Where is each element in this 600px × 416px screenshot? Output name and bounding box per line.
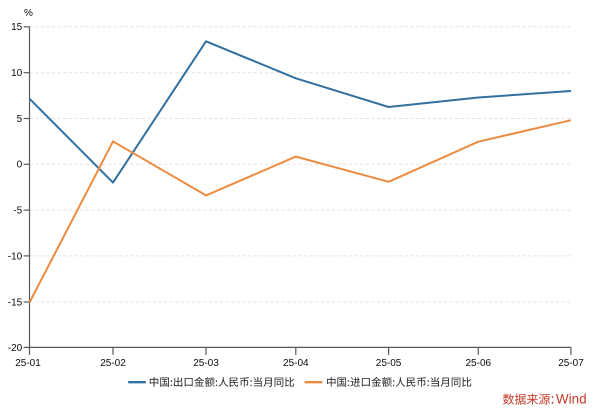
svg-text:25-06: 25-06 xyxy=(466,358,492,369)
svg-text:5: 5 xyxy=(17,114,23,125)
svg-text:Wind: Wind xyxy=(556,392,587,407)
svg-text:25-03: 25-03 xyxy=(193,358,219,369)
svg-text:15: 15 xyxy=(11,22,23,33)
svg-text:25-07: 25-07 xyxy=(558,358,584,369)
svg-text:25-04: 25-04 xyxy=(283,358,309,369)
svg-text:-15: -15 xyxy=(8,297,23,308)
svg-text:25-01: 25-01 xyxy=(15,358,41,369)
svg-text:-5: -5 xyxy=(13,206,22,217)
svg-text:25-02: 25-02 xyxy=(100,358,126,369)
svg-text:%: % xyxy=(24,8,33,19)
svg-text:25-05: 25-05 xyxy=(376,358,402,369)
svg-text:0: 0 xyxy=(17,160,23,171)
svg-text:-10: -10 xyxy=(8,251,23,262)
svg-text:10: 10 xyxy=(11,68,23,79)
svg-text:-20: -20 xyxy=(8,343,23,354)
